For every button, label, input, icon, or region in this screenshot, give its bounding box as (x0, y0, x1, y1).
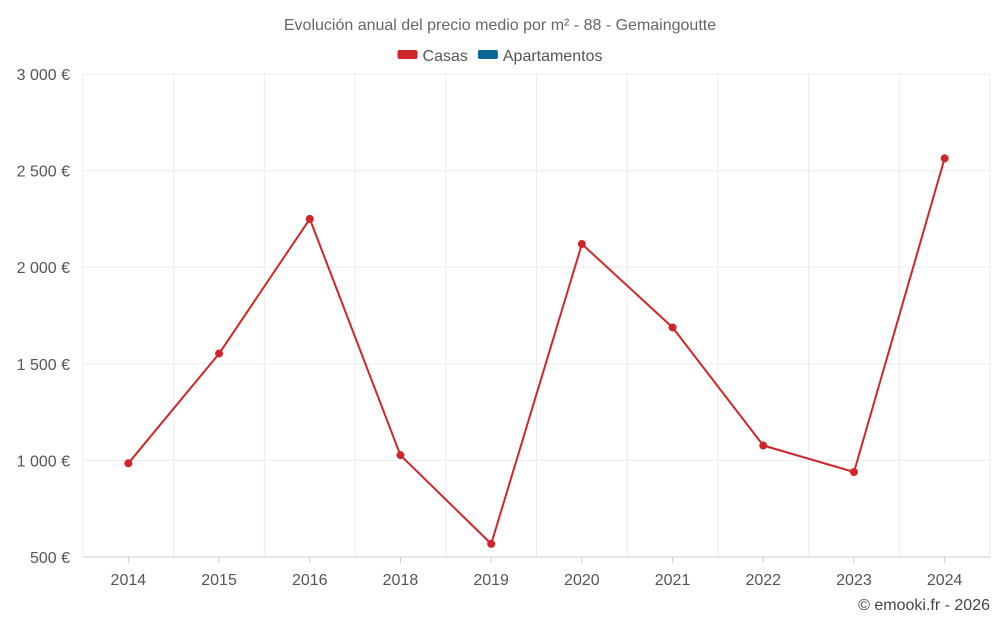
x-tick-label: 2022 (745, 572, 781, 589)
y-tick-label: 3 000 € (17, 67, 70, 84)
y-axis: 500 € 1 000 € 1 500 € 2 000 € 2 500 € 3 000 € (17, 67, 70, 567)
x-tick-label: 2019 (473, 572, 509, 589)
x-tick-label: 2020 (564, 572, 600, 589)
data-point[interactable] (124, 459, 133, 468)
legend-item[interactable]: Apartamentos (477, 48, 603, 65)
x-tick-label: 2024 (927, 572, 963, 589)
x-tick-label: 2014 (111, 572, 147, 589)
legend-item[interactable]: Casas (397, 48, 468, 65)
x-tick-label: 2018 (383, 572, 419, 589)
y-tick-label: 2 500 € (17, 164, 70, 181)
data-point[interactable] (215, 349, 224, 358)
data-point[interactable] (849, 467, 858, 476)
y-tick-label: 2 000 € (17, 260, 70, 277)
data-point[interactable] (487, 539, 496, 548)
legend: Casas Apartamentos (397, 48, 603, 65)
data-point[interactable] (940, 154, 949, 163)
legend-swatch (397, 50, 418, 59)
data-point[interactable] (577, 240, 586, 249)
y-tick-label: 500 € (30, 550, 70, 567)
y-tick-label: 1 500 € (17, 357, 70, 374)
legend-label: Apartamentos (503, 48, 603, 65)
legend-swatch (477, 50, 498, 59)
series-line (127, 158, 946, 545)
x-tick-label: 2023 (836, 572, 872, 589)
series-layer (124, 154, 949, 548)
grid (82, 73, 991, 557)
y-tick-label: 1 000 € (17, 453, 70, 470)
data-point[interactable] (396, 451, 405, 460)
chart-title: Evolución anual del precio medio por m² … (284, 17, 716, 34)
x-axis: 2014 2015 2016 2018 2019 2020 2021 2022 2023 2024 (83, 556, 990, 589)
data-point[interactable] (759, 441, 768, 450)
x-tick-label: 2021 (655, 572, 691, 589)
data-point[interactable] (305, 214, 314, 223)
credit-text: © emooki.fr - 2026 (858, 597, 990, 614)
data-point[interactable] (668, 323, 677, 332)
x-tick-label: 2015 (201, 572, 237, 589)
x-tick-label: 2016 (292, 572, 328, 589)
legend-label: Casas (423, 48, 468, 65)
